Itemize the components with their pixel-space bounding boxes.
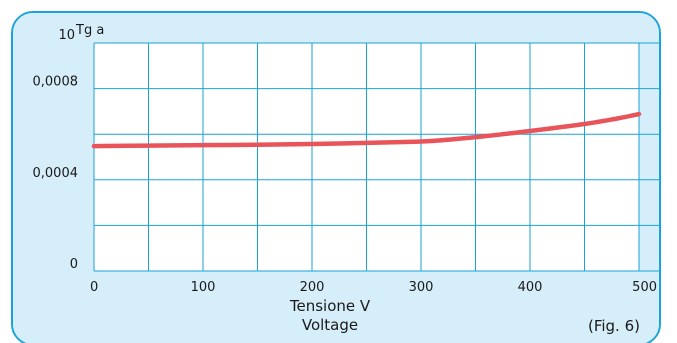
y-axis-label: Tg a: [75, 23, 104, 38]
chart-frame: [11, 11, 661, 343]
y-tick-label: 0: [70, 257, 78, 272]
x-tick-label: 200: [300, 280, 325, 295]
grid: [93, 42, 659, 272]
y-tick-labels: 0 0,0004 0,0008: [33, 75, 79, 272]
y-axis-top-tick-label: 10: [58, 28, 75, 43]
x-tick-label: 0: [90, 280, 98, 295]
x-axis-label-translation: Voltage: [302, 316, 358, 334]
data-curve: [91, 111, 642, 149]
x-tick-labels: 0 100 200 300 400 500: [90, 280, 657, 295]
x-tick-label: 400: [518, 280, 543, 295]
y-tick-label: 0,0008: [33, 75, 79, 90]
y-tick-label: 0,0004: [33, 166, 79, 181]
figure-label: (Fig. 6): [588, 317, 640, 335]
x-tick-label: 100: [191, 280, 216, 295]
x-axis-label: Tensione V: [289, 297, 371, 315]
x-tick-label: 300: [409, 280, 434, 295]
x-tick-label: 500: [632, 280, 657, 295]
